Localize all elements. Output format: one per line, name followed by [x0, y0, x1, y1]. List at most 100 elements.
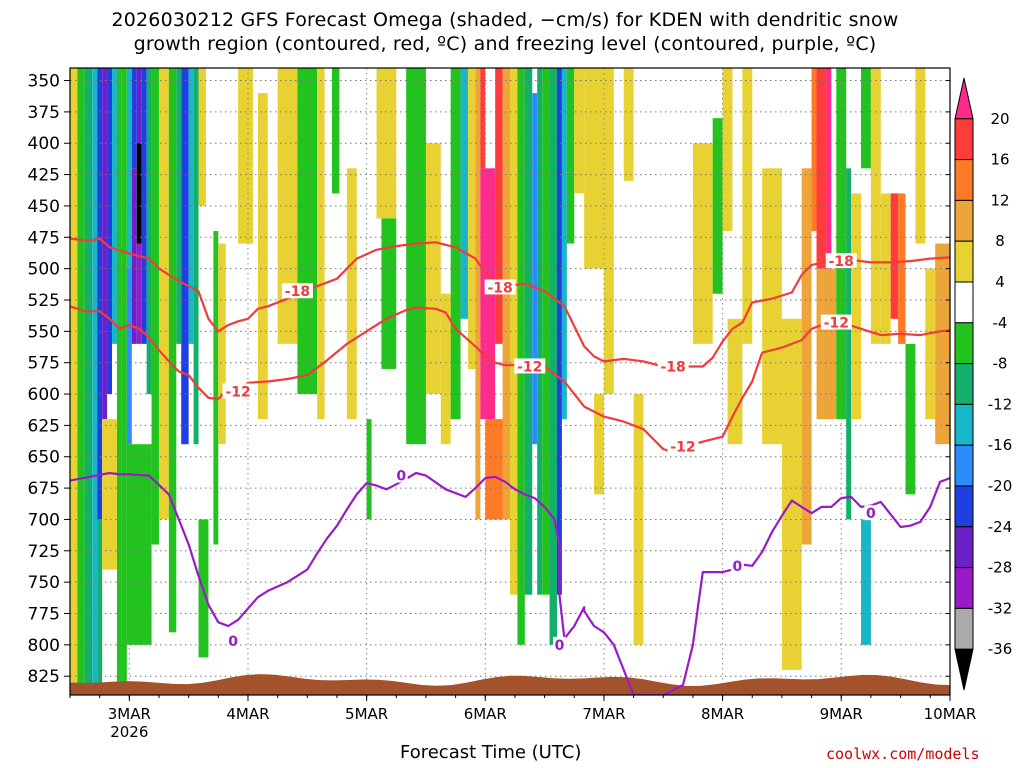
omega-cell: [218, 243, 226, 445]
x-tick-label: 6MAR: [464, 705, 507, 723]
omega-cell: [742, 68, 753, 344]
colorbar-bin: [954, 363, 974, 405]
omega-cell: [692, 143, 713, 344]
x-tick-label: 4MAR: [226, 705, 269, 723]
omega-cell: [925, 268, 936, 420]
chart-title-line-1: 2026030212 GFS Forecast Omega (shaded, −…: [111, 9, 899, 31]
y-tick-label: 400: [28, 134, 60, 154]
contour-label-bg: [820, 314, 852, 330]
contour-label-bg: [730, 557, 744, 573]
omega-cell: [603, 68, 614, 395]
omega-cell: [181, 68, 189, 445]
colorbar-bin: [954, 118, 974, 161]
contour-label: -12: [824, 316, 849, 332]
omega-cell: [136, 143, 142, 244]
omega-cell: [510, 68, 518, 595]
colorbar-label: -16: [988, 436, 1013, 454]
colorbar-label: -20: [988, 477, 1013, 495]
colorbar-bin: [954, 607, 974, 650]
colorbar-bin: [954, 159, 974, 201]
omega-cell: [332, 68, 340, 194]
colorbar-bin: [954, 281, 974, 324]
omega-cell: [594, 394, 604, 495]
y-tick-label: 450: [28, 197, 60, 217]
omega-cell: [112, 68, 117, 344]
omega-cell: [158, 68, 169, 520]
colorbar-top-arrow: [954, 77, 974, 120]
contour-label-bg: [657, 358, 689, 374]
y-tick-label: 725: [28, 542, 60, 562]
x-tick-label: 5MAR: [345, 705, 388, 723]
omega-cell: [102, 419, 117, 570]
omega-cell: [890, 193, 899, 319]
omega-cell: [131, 68, 137, 169]
contour-label: 0: [228, 634, 238, 650]
contour-label: 0: [396, 469, 406, 485]
x-axis-label: Forecast Time (UTC): [400, 742, 582, 763]
omega-cell: [623, 68, 634, 181]
omega-cell: [257, 93, 268, 420]
colorbar-label: -4: [993, 314, 1008, 332]
y-tick-label: 600: [28, 385, 60, 405]
omega-cell: [381, 218, 397, 369]
omega-cell: [425, 143, 441, 395]
omega-cell: [136, 68, 142, 144]
omega-cell: [131, 168, 137, 344]
y-tick-label: 575: [28, 354, 60, 374]
y-tick-label: 800: [28, 636, 60, 656]
colorbar-label: -12: [988, 395, 1013, 413]
colorbar-bin: [954, 567, 974, 609]
grid-lines: [70, 68, 950, 695]
omega-cell: [146, 68, 152, 395]
omega-cell: [317, 68, 325, 420]
colorbar-label: -28: [988, 559, 1013, 577]
omega-cell: [116, 68, 122, 695]
omega-cell: [915, 68, 926, 244]
colorbar-bin: [954, 240, 974, 283]
y-tick-label: 550: [28, 322, 60, 342]
contour-freezing-level: [70, 471, 950, 695]
x-tick-sublabel: 2026: [110, 723, 148, 741]
omega-cell: [168, 68, 177, 633]
omega-cell: [485, 419, 506, 520]
colorbar-label: 16: [990, 151, 1009, 169]
chart-title-line-2: growth region (contoured, red, ºC) and f…: [133, 33, 877, 55]
contour-label: 0: [733, 559, 743, 575]
omega-cell: [816, 268, 837, 420]
temperature-contours: -18 -18 -18 -18 -12 -12 -12 -12 0 0 0 0 0: [70, 237, 950, 695]
omega-cell: [480, 68, 486, 169]
omega-cell: [584, 68, 604, 269]
omega-cell: [121, 68, 127, 695]
colorbar-bin: [954, 199, 974, 242]
omega-cell: [151, 68, 159, 545]
colorbar-label: -8: [993, 355, 1008, 373]
y-tick-label: 475: [28, 228, 60, 248]
omega-cell: [141, 68, 147, 344]
terrain-band: [70, 674, 950, 695]
contour-label-bg: [281, 283, 313, 299]
colorbar-label: -24: [988, 518, 1013, 536]
omega-cell: [297, 68, 318, 395]
omega-cell: [537, 68, 543, 595]
contour-label: -18: [660, 359, 685, 375]
colorbar-bin: [954, 485, 974, 528]
omega-cell: [566, 68, 575, 244]
omega-cell: [475, 68, 481, 520]
omega-cell: [238, 68, 253, 244]
colorbar-bin: [954, 526, 974, 569]
contour-label-bg: [864, 505, 878, 521]
contour-label: -18: [285, 284, 310, 300]
x-tick-label: 10MAR: [924, 705, 977, 723]
contour-label: -18: [487, 280, 512, 296]
omega-cell: [898, 193, 906, 344]
y-tick-label: 350: [28, 72, 60, 92]
colorbar-label: 12: [990, 191, 1009, 209]
contour-label: -12: [670, 440, 695, 456]
y-tick-label: 425: [28, 166, 60, 186]
omega-cell: [633, 394, 644, 645]
colorbar-label: 20: [990, 110, 1009, 128]
omega-cell: [816, 68, 827, 269]
omega-cell: [176, 68, 182, 344]
x-tick-label: 7MAR: [582, 705, 625, 723]
omega-cell: [77, 68, 85, 695]
